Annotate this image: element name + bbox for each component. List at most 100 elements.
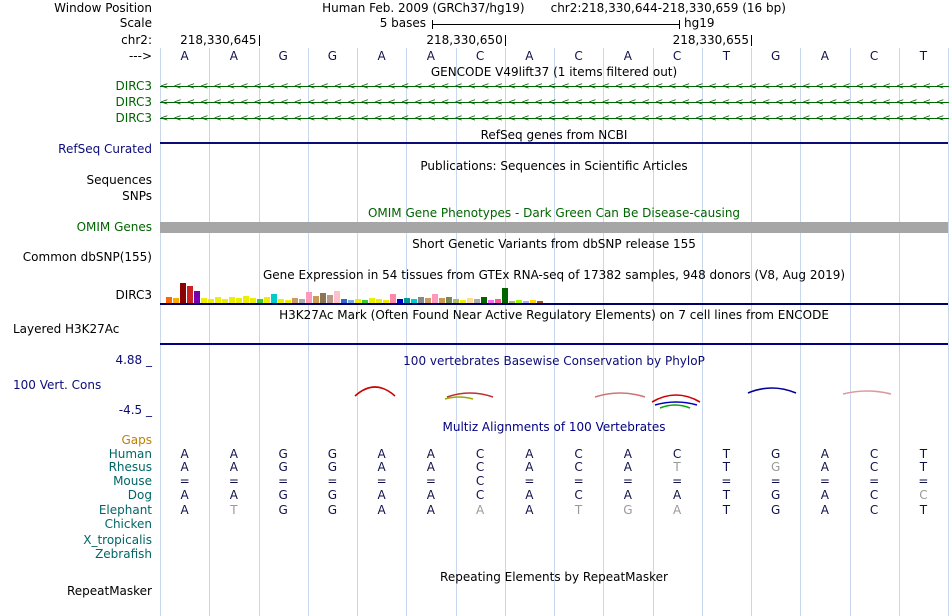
- gtex-expression-bar[interactable]: [236, 298, 242, 303]
- gtex-expression-bar[interactable]: [481, 297, 487, 303]
- alignment-base: =: [524, 474, 535, 488]
- gtex-expression-bar[interactable]: [411, 299, 417, 303]
- species-label-rhesus[interactable]: Rhesus: [108, 460, 152, 474]
- gtex-gene-label[interactable]: DIRC3: [115, 288, 152, 302]
- gtex-expression-bar[interactable]: [355, 299, 361, 303]
- dbsnp-track-title: Short Genetic Variants from dbSNP releas…: [412, 237, 696, 251]
- gtex-expression-bar[interactable]: [390, 294, 396, 303]
- gtex-expression-bar[interactable]: [285, 300, 291, 303]
- gtex-expression-bar[interactable]: [516, 300, 522, 303]
- gtex-expression-bar[interactable]: [166, 297, 172, 303]
- gtex-expression-bar[interactable]: [467, 298, 473, 303]
- gtex-expression-bar[interactable]: [341, 299, 347, 303]
- gtex-expression-bar[interactable]: [453, 299, 459, 303]
- gtex-expression-bar[interactable]: [257, 299, 263, 303]
- gtex-expression-bar[interactable]: [348, 300, 354, 303]
- omim-gene-item[interactable]: [160, 222, 948, 233]
- conservation-track-label[interactable]: 100 Vert. Cons: [13, 378, 102, 392]
- gtex-expression-bar[interactable]: [502, 288, 508, 303]
- gtex-expression-bar[interactable]: [187, 286, 193, 303]
- gtex-expression-bar[interactable]: [446, 297, 452, 303]
- species-label-zebrafish[interactable]: Zebrafish: [95, 547, 152, 561]
- gencode-transcript-dirc3[interactable]: <<<<<<<<<<<<<<<<<<<<<<<<<<<<<<<<<<<<<<<<…: [160, 80, 949, 93]
- position-range: chr2:218,330,644-218,330,659 (16 bp): [550, 1, 786, 15]
- gtex-expression-bar[interactable]: [264, 297, 270, 303]
- gene-label-dirc3[interactable]: DIRC3: [115, 111, 152, 125]
- gtex-expression-bar[interactable]: [523, 301, 529, 303]
- alignment-base: A: [377, 503, 386, 517]
- h3k27ac-signal-line[interactable]: [160, 343, 948, 345]
- coordinate-tick: [504, 35, 506, 46]
- gtex-expression-bar[interactable]: [201, 298, 207, 303]
- gene-label-dirc3[interactable]: DIRC3: [115, 95, 152, 109]
- snps-track-label[interactable]: SNPs: [122, 189, 152, 203]
- gtex-expression-bar[interactable]: [320, 293, 326, 303]
- reference-base: A: [229, 49, 238, 63]
- gtex-expression-bar[interactable]: [425, 298, 431, 303]
- gtex-expression-bar[interactable]: [222, 299, 228, 303]
- gencode-transcript-dirc3[interactable]: <<<<<<<<<<<<<<<<<<<<<<<<<<<<<<<<<<<<<<<<…: [160, 112, 949, 125]
- conservation-max-value: 4.88 _: [115, 353, 152, 367]
- species-label-human[interactable]: Human: [108, 447, 152, 461]
- alignment-base: G: [327, 447, 338, 461]
- gtex-expression-bar[interactable]: [306, 292, 312, 303]
- gene-label-dirc3[interactable]: DIRC3: [115, 79, 152, 93]
- gtex-expression-bar[interactable]: [173, 298, 179, 303]
- gtex-expression-bar[interactable]: [488, 300, 494, 303]
- gtex-expression-bar[interactable]: [432, 294, 438, 303]
- gtex-expression-bar[interactable]: [460, 300, 466, 303]
- alignment-base: G: [770, 460, 781, 474]
- gtex-expression-bar[interactable]: [439, 298, 445, 303]
- gtex-expression-bar[interactable]: [194, 291, 200, 303]
- gtex-expression-bar[interactable]: [334, 291, 340, 303]
- dbsnp-track-label[interactable]: Common dbSNP(155): [22, 250, 152, 264]
- column-guideline: [406, 48, 408, 616]
- gtex-expression-bar[interactable]: [509, 301, 515, 303]
- gtex-expression-bar[interactable]: [313, 296, 319, 303]
- gtex-expression-bar[interactable]: [299, 299, 305, 303]
- gtex-expression-bar[interactable]: [397, 299, 403, 303]
- species-label-elephant[interactable]: Elephant: [98, 503, 152, 517]
- species-label-x-tropicalis[interactable]: X_tropicalis: [83, 533, 152, 547]
- species-label-chicken[interactable]: Chicken: [104, 517, 152, 531]
- gtex-expression-bar[interactable]: [292, 298, 298, 303]
- alignment-base: A: [229, 460, 238, 474]
- species-label-dog[interactable]: Dog: [127, 488, 152, 502]
- sequences-track-label[interactable]: Sequences: [86, 173, 152, 187]
- reference-base: C: [475, 49, 485, 63]
- gencode-transcript-dirc3[interactable]: <<<<<<<<<<<<<<<<<<<<<<<<<<<<<<<<<<<<<<<<…: [160, 96, 949, 109]
- alignment-base: =: [327, 474, 338, 488]
- refseq-curated-track-item[interactable]: [160, 142, 948, 144]
- gtex-expression-bar[interactable]: [362, 300, 368, 303]
- publications-track-title: Publications: Sequences in Scientific Ar…: [420, 159, 688, 173]
- gtex-expression-bar[interactable]: [278, 299, 284, 303]
- gtex-expression-bar[interactable]: [250, 298, 256, 303]
- gtex-expression-bar[interactable]: [208, 299, 214, 303]
- gtex-expression-bar[interactable]: [376, 299, 382, 303]
- gtex-expression-bar[interactable]: [537, 301, 543, 303]
- gtex-expression-bar[interactable]: [243, 296, 249, 303]
- alignment-base: A: [426, 503, 435, 517]
- alignment-base: C: [869, 503, 879, 517]
- species-label-mouse[interactable]: Mouse: [113, 474, 152, 488]
- repeatmasker-track-label[interactable]: RepeatMasker: [66, 584, 152, 598]
- gtex-expression-bar[interactable]: [530, 300, 536, 303]
- gtex-expression-bar[interactable]: [495, 299, 501, 303]
- gtex-expression-bar[interactable]: [369, 298, 375, 303]
- gtex-expression-bar[interactable]: [404, 298, 410, 303]
- refseq-curated-label[interactable]: RefSeq Curated: [58, 142, 152, 156]
- gtex-expression-bar[interactable]: [215, 297, 221, 303]
- gtex-expression-bar[interactable]: [418, 297, 424, 303]
- gtex-expression-bar[interactable]: [229, 297, 235, 303]
- omim-genes-label[interactable]: OMIM Genes: [76, 220, 152, 234]
- gtex-expression-bar[interactable]: [474, 299, 480, 303]
- h3k27ac-track-label[interactable]: Layered H3K27Ac: [13, 322, 120, 336]
- gtex-expression-bar[interactable]: [180, 283, 186, 303]
- species-label-gaps[interactable]: Gaps: [121, 433, 152, 447]
- alignment-base: =: [376, 474, 387, 488]
- gtex-expression-bar[interactable]: [327, 295, 333, 303]
- conservation-curve: [354, 386, 396, 397]
- gtex-expression-bar[interactable]: [271, 294, 277, 303]
- gtex-expression-bar[interactable]: [383, 300, 389, 303]
